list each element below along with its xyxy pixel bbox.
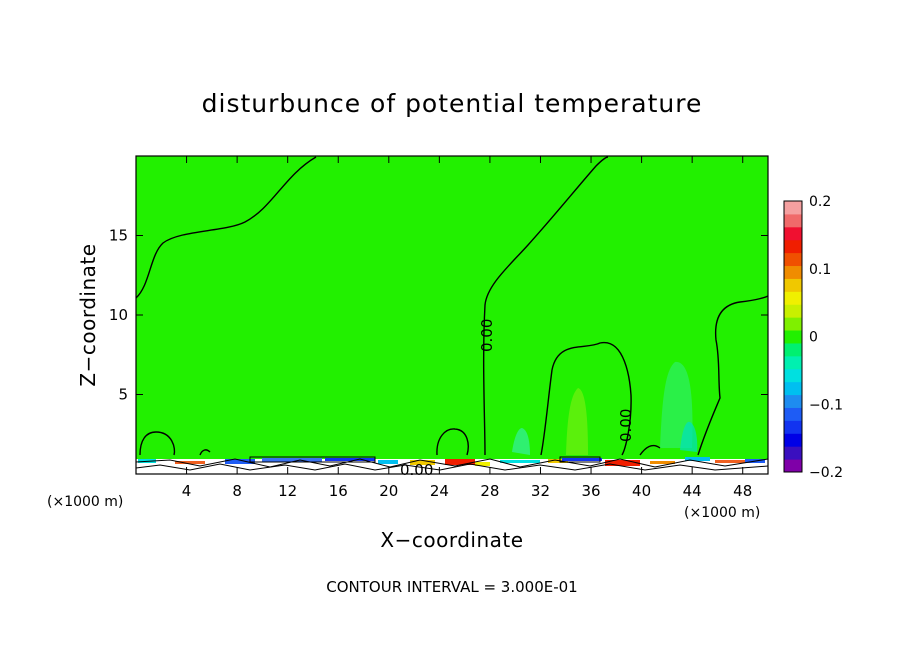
negative-plume xyxy=(660,361,693,448)
colorbar-swatch xyxy=(784,381,802,396)
x-tick-label: 44 xyxy=(683,482,702,500)
y-axis-label: Z−coordinate xyxy=(76,243,100,386)
colorbar-swatch xyxy=(784,330,802,344)
x-tick-label: 8 xyxy=(232,482,242,500)
plot-area: 0.00 0.00 0.00 xyxy=(135,155,769,479)
x-tick-label: 16 xyxy=(329,482,348,500)
x-tick-label: 12 xyxy=(278,482,297,500)
colorbar-swatch xyxy=(784,201,802,215)
x-tick-label: 48 xyxy=(733,482,752,500)
colorbar-swatch xyxy=(784,213,802,228)
x-axis-label: X−coordinate xyxy=(380,528,523,552)
x-axis-ticks: 4 8 12 16 20 24 28 32 36 40 44 48 xyxy=(182,156,752,500)
colorbar-swatch xyxy=(784,433,802,447)
x-tick-label: 36 xyxy=(581,482,600,500)
colorbar-tick-label: −0.2 xyxy=(809,465,843,481)
colorbar-swatch xyxy=(784,291,802,305)
x-unit-label-left: (×1000 m) xyxy=(47,494,123,510)
y-tick-label: 5 xyxy=(118,386,128,404)
colorbar-swatch xyxy=(784,317,802,331)
colorbar-swatch xyxy=(784,226,802,241)
y-axis-ticks: 5 10 15 xyxy=(109,227,768,404)
x-tick-label: 32 xyxy=(531,482,550,500)
colorbar-swatch xyxy=(784,342,802,357)
colorbar-swatch xyxy=(784,368,802,383)
surface-contour-scribble xyxy=(135,456,769,471)
colorbar-swatch xyxy=(784,239,802,254)
negative-plume-core xyxy=(680,421,698,452)
colorbar-ticks: 0.2 0.1 0 −0.1 −0.2 xyxy=(809,194,843,481)
contour-label: 0.00 xyxy=(400,461,433,479)
colorbar-tick-label: −0.1 xyxy=(809,397,843,413)
zero-contours xyxy=(135,156,769,456)
contour-label: 0.00 xyxy=(478,319,496,352)
colorbar-swatch xyxy=(784,304,802,318)
contour-interval-note: CONTOUR INTERVAL = 3.000E-01 xyxy=(326,578,577,596)
colorbar-swatch xyxy=(784,394,802,408)
colorbar-tick-label: 0.2 xyxy=(809,194,831,210)
y-tick-label: 10 xyxy=(109,306,128,324)
negative-plume-small xyxy=(512,428,530,455)
colorbar-swatch xyxy=(784,420,802,434)
colorbar-swatch xyxy=(784,355,802,370)
positive-plume xyxy=(566,388,588,455)
colorbar-swatch xyxy=(784,278,802,292)
chart-title: disturbunce of potential temperature xyxy=(202,89,703,118)
x-tick-label: 24 xyxy=(430,482,449,500)
x-tick-label: 20 xyxy=(379,482,398,500)
x-tick-label: 4 xyxy=(182,482,192,500)
contour-label: 0.00 xyxy=(617,409,635,442)
colorbar-swatch xyxy=(784,407,802,421)
x-unit-label-right: (×1000 m) xyxy=(684,505,760,521)
colorbar-swatch xyxy=(784,265,802,279)
colorbar-swatch xyxy=(784,459,802,473)
x-tick-label: 28 xyxy=(480,482,499,500)
colorbar-tick-label: 0 xyxy=(809,330,818,346)
colorbar-tick-label: 0.1 xyxy=(809,262,831,278)
colorbar-swatch xyxy=(784,446,802,460)
colorbar-swatch xyxy=(784,252,802,267)
x-tick-label: 40 xyxy=(632,482,651,500)
colorbar-frame xyxy=(783,200,803,473)
colorbar xyxy=(783,200,803,473)
y-tick-label: 15 xyxy=(109,227,128,245)
